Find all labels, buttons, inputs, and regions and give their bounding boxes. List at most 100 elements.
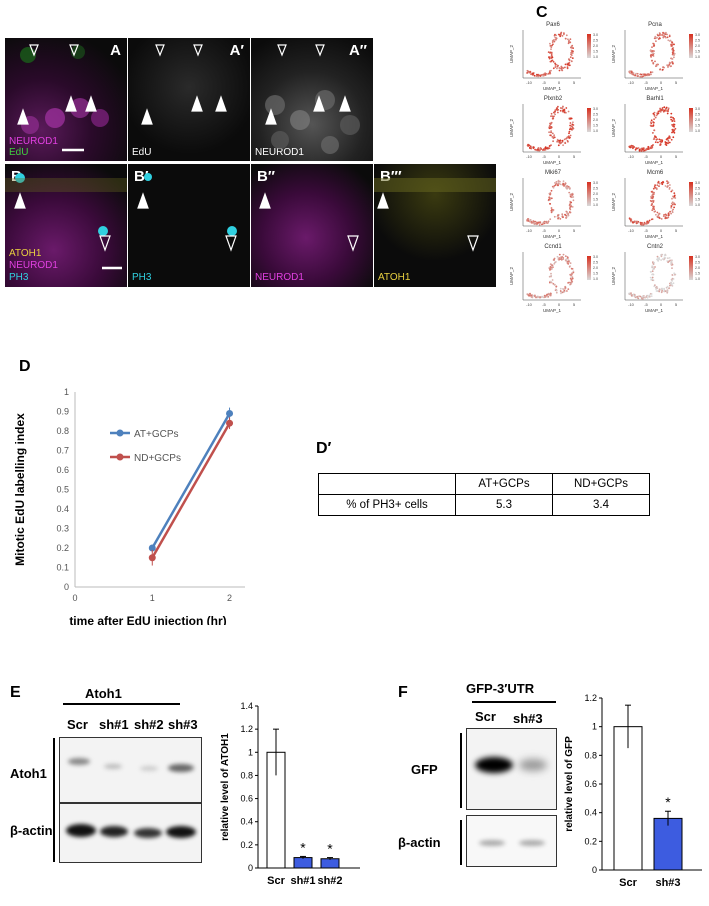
table-row: % of PH3+ cells 5.3 3.4 [318,494,650,516]
umap-cell-point [652,199,654,202]
y-tick-label: 0.6 [240,794,253,804]
umap-cell-point [566,66,569,68]
umap-cell-point [628,70,631,73]
significance-star: * [327,841,333,857]
panel-letter-d: D [19,358,31,375]
umap-cell-point [568,59,571,62]
umap-cell-point [661,140,663,143]
micrograph-a-prime: A′ EdU [128,38,250,161]
umap-cell-point [670,118,673,121]
umap-cell-point [663,33,666,36]
umap-cell-point [554,64,557,66]
umap-cell-point [646,73,649,76]
umap-legend-tick: 1.5 [593,124,598,128]
umap-x-label: UMAP_1 [645,308,664,313]
panel-letter-d-prime: D′ [316,440,332,457]
legend-marker [116,453,124,461]
umap-legend-tick: 1.0 [695,203,700,207]
umap-cell-point [532,72,534,75]
umap-tick-label: 0 [558,154,561,159]
umap-cell-point [567,282,569,284]
umap-cell-point [544,146,547,149]
umap-colorbar [587,108,591,132]
umap-cell-point [544,148,547,151]
umap-cell-point [553,39,555,41]
umap-cell-point [547,73,549,75]
channel-label: EdU [132,147,152,158]
umap-cell-point [628,293,631,296]
umap-legend-tick: 1.5 [695,50,700,54]
umap-cell-point [631,146,634,148]
channel-label: NEUROD1 [255,272,304,283]
umap-tick-label: 5 [573,154,576,159]
umap-tick-label: -5 [644,302,648,307]
umap-legend-tick: 2.0 [695,192,700,196]
umap-legend-tick: 2.5 [593,39,598,43]
umap-cell-point [650,218,653,221]
umap-cell-point [657,180,660,183]
umap-cell-point [548,147,551,150]
umap-cell-point [554,182,556,184]
umap-cell-point [533,146,535,149]
y-tick-label: 0.7 [56,446,69,456]
umap-cell-point [550,207,553,209]
umap-tick-label: -10 [628,80,635,85]
umap-cell-point [557,179,560,182]
umap-cell-point [652,144,654,146]
umap-cell-point [648,74,650,77]
umap-cell-point [538,74,540,77]
lane-label: Scr [67,717,88,732]
umap-cell-point [547,147,549,150]
micrograph-corner-label: A′′ [348,42,367,59]
data-point [148,544,156,552]
umap-legend-tick: 1.0 [593,203,598,207]
umap-cell-point [561,139,564,142]
umap-cell-point [655,286,657,289]
umap-cell-point [547,51,550,53]
umap-cell-point [629,219,632,222]
umap-cell-point [649,276,652,279]
umap-cell-point [569,41,572,44]
bar [613,726,643,871]
umap-cell-point [651,59,653,62]
umap-tick-label: 0 [558,302,561,307]
umap-cell-point [649,73,652,75]
umap-cell-point [657,34,659,37]
umap-cell-point [644,149,646,152]
x-tick-label: 0 [72,593,77,603]
lane-label: sh#3 [168,717,198,732]
umap-cell-point [571,206,574,208]
umap-cell-point [654,284,656,286]
y-tick-label: 0.3 [56,524,69,534]
umap-cell-point [551,44,553,47]
umap-cell-point [552,116,554,118]
umap-cell-point [652,206,655,209]
x-tick-label: Scr [619,877,637,889]
umap-cell-point [636,295,639,298]
umap-legend-tick: 2.0 [695,266,700,270]
umap-cell-point [552,282,555,285]
table-header-row: AT+GCPs ND+GCPs [318,473,650,495]
umap-cell-point [657,112,660,115]
umap-tick-label: -10 [628,302,635,307]
cell-dots [5,45,496,236]
umap-plot: Mcm6 -10 -5 0 5 UMAP_1 UMAP_2 3.0 2.52.0 1.51.0 [611,170,700,239]
umap-cell-point [562,288,564,290]
umap-colorbar [689,34,693,58]
umap-cell-point [554,38,557,41]
umap-cell-point [572,50,574,53]
umap-cell-point [667,107,670,110]
umap-tick-label: 5 [573,302,576,307]
umap-cell-point [671,285,674,287]
umap-cell-point [651,270,654,273]
panel-letter-c: C [536,4,548,21]
umap-cell-point [570,45,573,48]
umap-colorbar [689,256,693,280]
umap-cell-point [666,36,669,39]
umap-cell-point [559,183,562,186]
umap-cell-point [549,263,552,265]
umap-cell-point [548,145,551,147]
umap-legend-tick: 3.0 [695,33,700,37]
umap-cell-point [657,257,659,259]
umap-cell-point [639,221,642,224]
